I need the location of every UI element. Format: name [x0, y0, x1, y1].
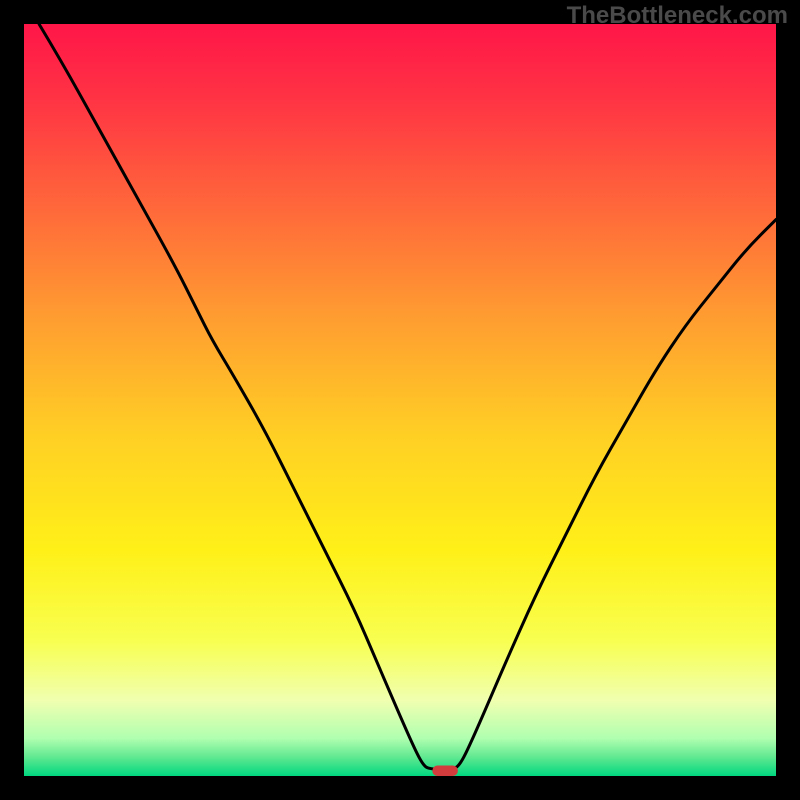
- chart-frame: TheBottleneck.com: [0, 0, 800, 800]
- chart-svg: [0, 0, 800, 800]
- valley-marker: [432, 765, 458, 776]
- gradient-background: [24, 24, 776, 776]
- attribution-watermark: TheBottleneck.com: [567, 2, 788, 30]
